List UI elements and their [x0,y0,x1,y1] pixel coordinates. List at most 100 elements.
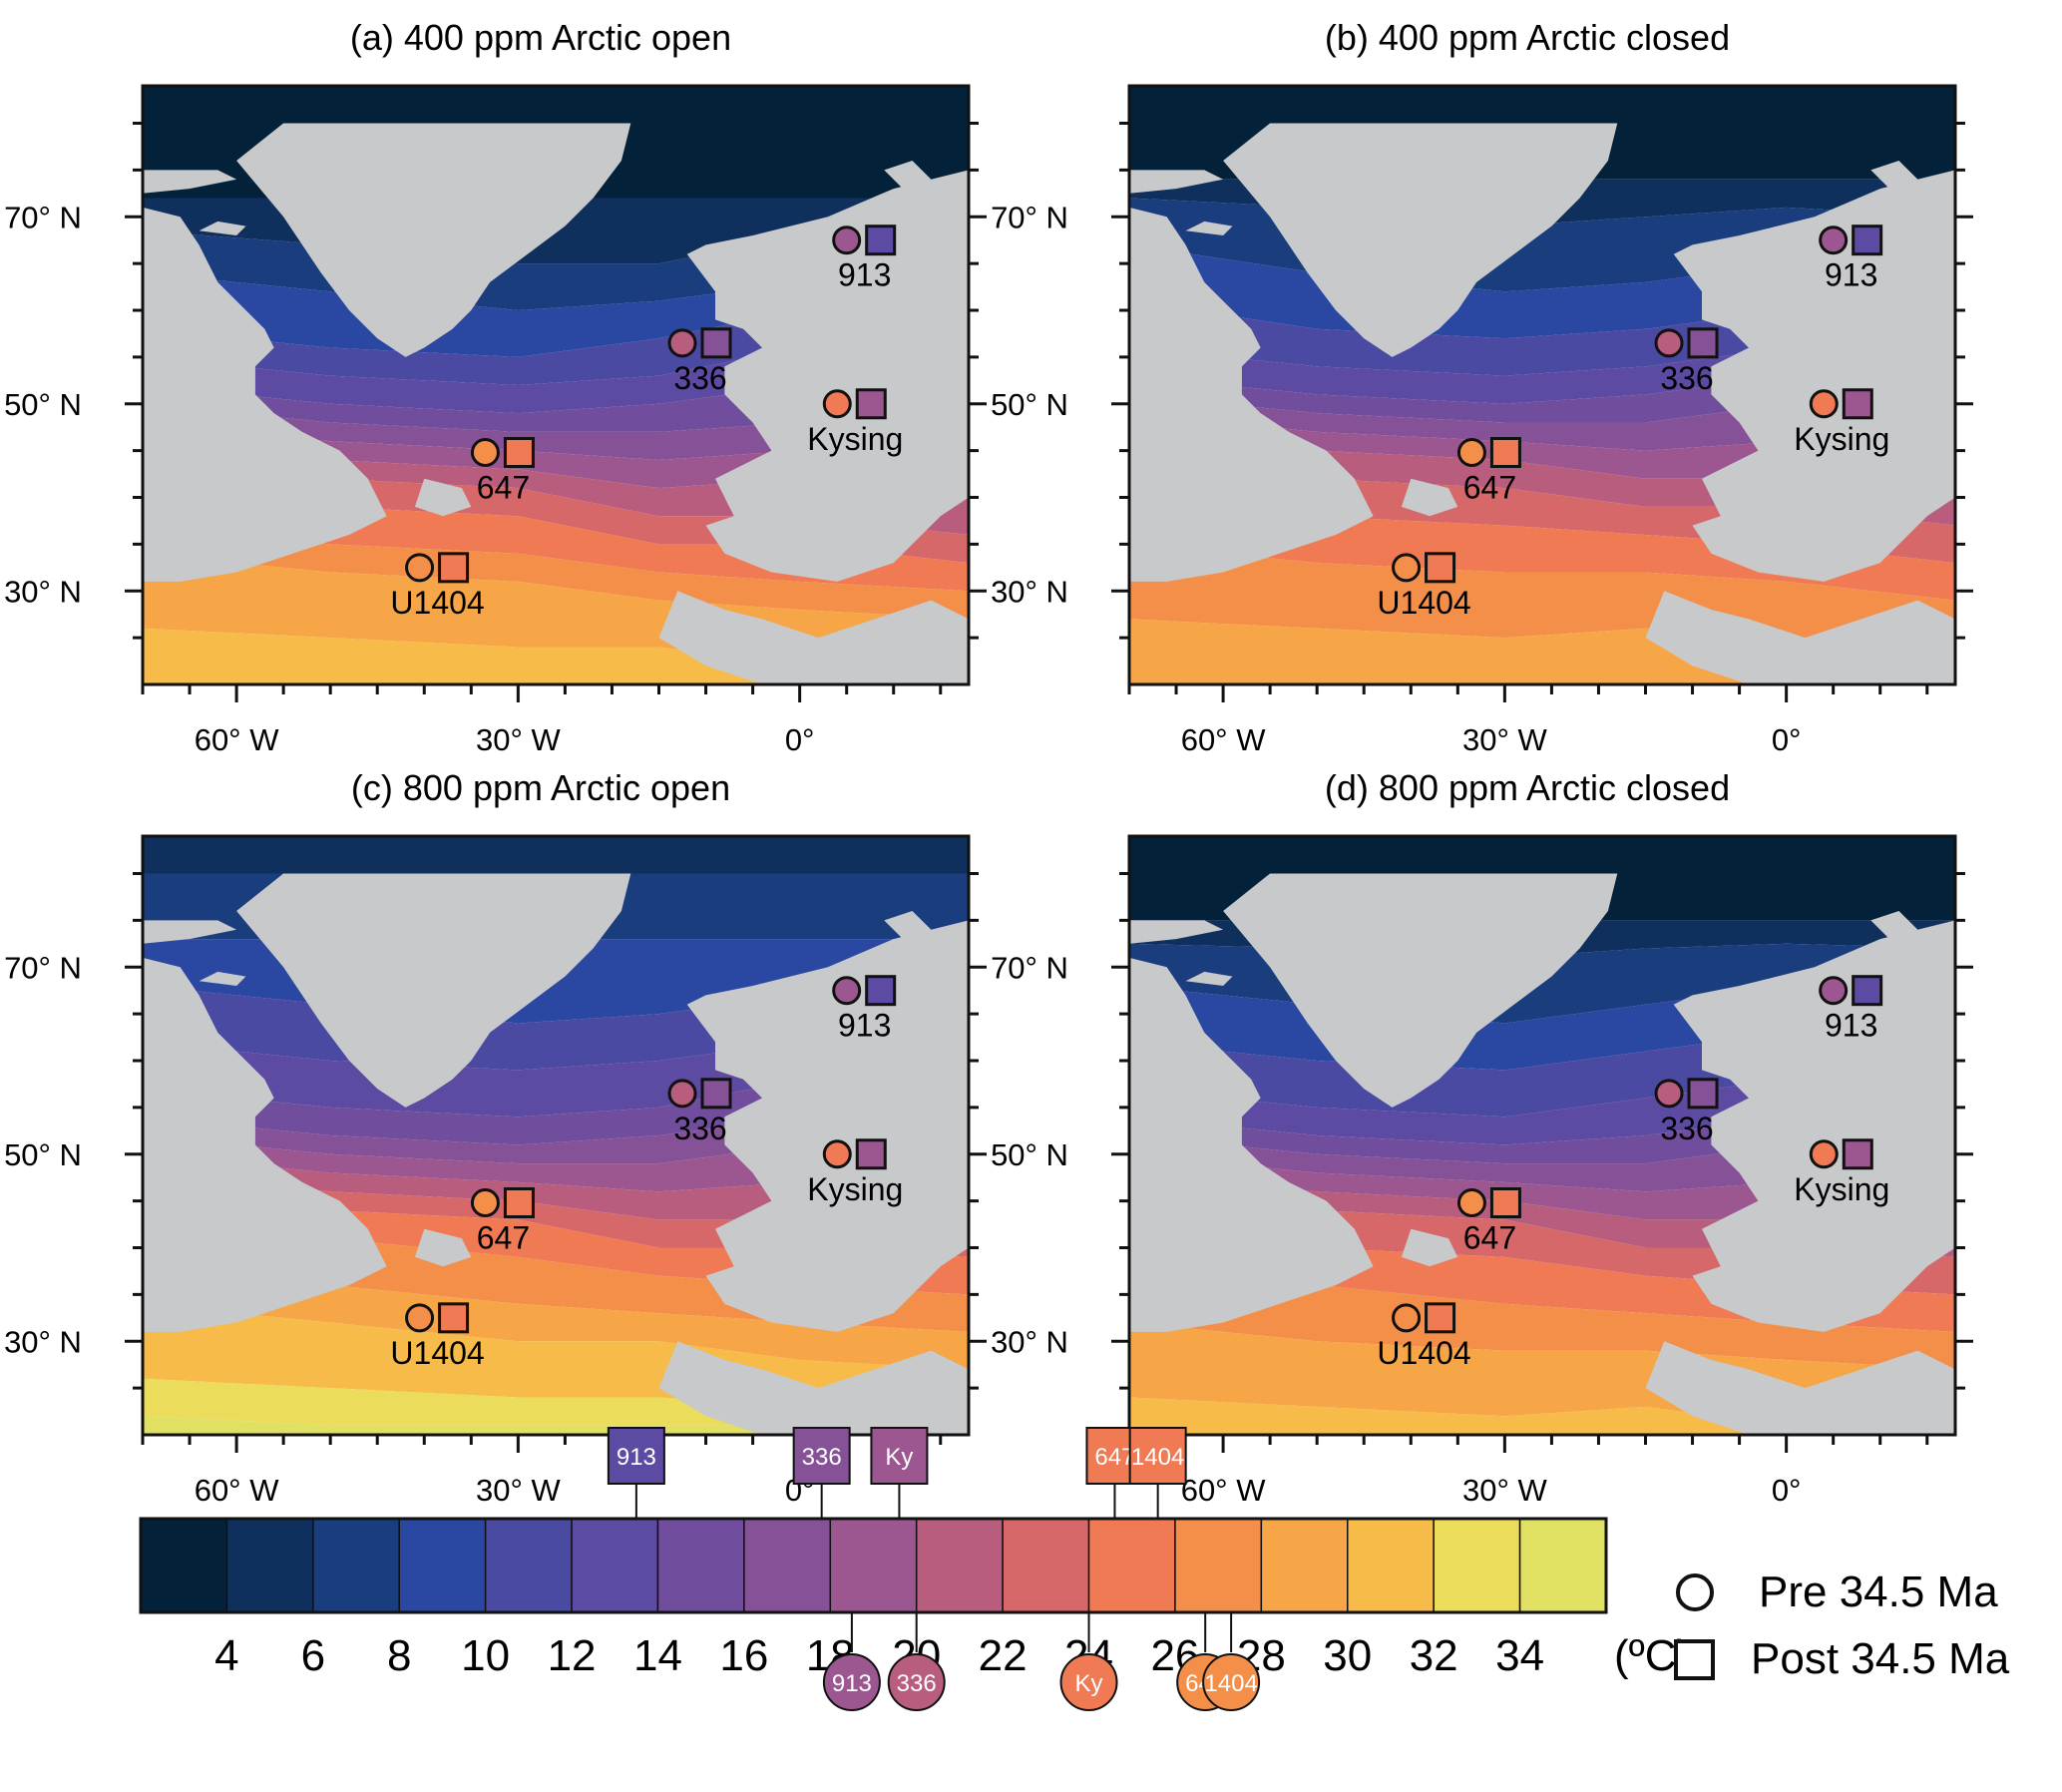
colorbar-tick-label: 32 [1410,1631,1458,1680]
lon-label: 0° [785,722,815,757]
site-post-marker [1489,437,1521,468]
site-post-marker [1687,327,1719,359]
land-mass [424,212,491,235]
colorbar-post-marker [607,1427,665,1485]
land-mass [199,221,246,235]
map-panel: 70° N 50° N 30° N 60° W 30° W 0° (d) 800 ppm A… [991,767,1973,1508]
land-mass [1401,478,1458,517]
land-mass [1185,971,1233,986]
land-mass [1401,1228,1458,1267]
site-label: 913 [838,1008,891,1044]
land-mass [686,920,969,1332]
site-pre-marker [822,389,852,419]
colorbar-swatch [743,1518,832,1613]
land-mass [414,478,472,517]
land-mass [1673,170,1955,582]
land-mass [1223,123,1618,357]
site-label: 913 [1825,257,1877,293]
colorbar-post-marker [870,1427,929,1485]
land-mass [414,1228,472,1267]
colorbar-post-label: 1404 [1131,1444,1184,1471]
colorbar-post-marker [1128,1427,1187,1485]
legend-circle-icon [1676,1573,1714,1611]
legend-pre-label: Pre 34.5 Ma [1759,1568,1998,1616]
colorbar-pre-marker [1202,1653,1261,1711]
lat-label: 50° N [991,1137,1068,1172]
lat-label: 50° N [4,1137,82,1172]
colorbar-pre-marker [1059,1653,1118,1711]
colorbar-post-label: 647 [1094,1444,1134,1471]
site-label: U1404 [1377,1335,1470,1371]
legend: Pre 34.5 Ma Post 34.5 Ma [1674,1568,2010,1683]
sst-band [143,525,969,620]
land-mass [1411,962,1477,986]
site-pre-marker [822,1139,852,1169]
site-post-marker [1425,552,1456,584]
site-label: 336 [1660,360,1713,396]
lat-label: 30° N [4,574,82,609]
land-mass [1673,920,1955,1332]
site-pre-marker [832,225,862,255]
colorbar-tick-label: 10 [461,1631,510,1680]
colorbar-tick-label: 6 [301,1631,325,1680]
panel-title: (d) 800 ppm Arctic closed [1325,767,1730,808]
site-label: Kysing [1794,1171,1889,1207]
panel-title: (c) 800 ppm Arctic open [351,767,730,808]
site-post-marker [438,1302,470,1334]
site-post-marker [1852,224,1883,256]
site-pre-marker [1654,328,1684,358]
site-pre-marker [1392,1303,1422,1333]
lat-label: 50° N [991,387,1068,422]
colorbar-pre-marker [887,1653,946,1711]
lat-label: 70° N [991,950,1068,985]
lon-label: 60° W [195,722,279,757]
land-mass [143,207,387,582]
site-pre-marker [832,976,862,1006]
colorbar-tick-label: 34 [1495,1631,1544,1680]
colorbar-swatch [915,1518,1004,1613]
site-label: Kysing [1794,421,1889,457]
site-post-marker [1489,1187,1521,1218]
colorbar-tick-label: 4 [214,1631,238,1680]
land-mass [1917,939,1946,977]
site-label: 913 [1825,1008,1877,1044]
land-mass [931,189,960,226]
colorbar-swatch [1347,1518,1435,1613]
site-pre-marker [1392,553,1422,583]
site-post-marker [1687,1078,1719,1110]
land-mass [1917,189,1946,226]
map-panel: 70° N 50° N 30° N 60° W 30° W 0° (a) 400 ppm A… [4,17,987,757]
lat-label: 30° N [4,1324,82,1359]
colorbar-tick-label: 22 [979,1631,1028,1680]
land-mass [1870,911,1918,940]
land-mass [658,591,969,684]
site-post-marker [1842,1138,1873,1170]
colorbar-post-label: 913 [617,1444,656,1471]
lon-label: 30° W [476,722,561,757]
colorbar-swatch [1260,1518,1349,1613]
site-pre-marker [1819,976,1849,1006]
site-label: 913 [838,257,891,293]
map-frame [141,84,971,686]
land-mass [1223,873,1618,1108]
land-mass [1129,920,1224,944]
colorbar-pre-label: 913 [832,1670,872,1697]
sst-band [1129,1266,1955,1370]
colorbar-swatch [571,1518,659,1613]
site-post-marker [1425,1302,1456,1334]
colorbar-swatch [484,1518,573,1613]
site-label: 647 [1463,1220,1516,1256]
land-mass [686,170,969,582]
site-pre-marker [667,328,697,358]
site-pre-marker [470,1188,500,1217]
legend-square-icon [1674,1639,1715,1680]
lat-label: 50° N [4,387,82,422]
map-frame [1127,834,1957,1437]
site-pre-marker [1456,438,1486,467]
map-frame [141,834,971,1437]
site-label: 336 [673,360,726,396]
land-mass [236,873,631,1108]
lon-label: 0° [1772,1473,1802,1508]
site-pre-marker [405,1303,435,1333]
land-mass [1645,591,1955,684]
